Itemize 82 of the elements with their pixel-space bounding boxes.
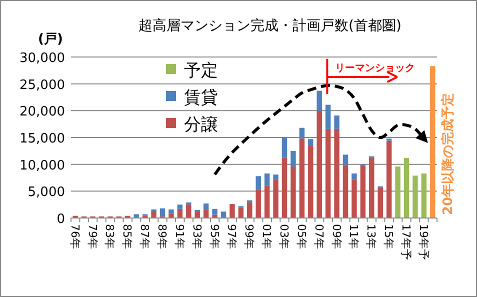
x-tick-label: 87年 xyxy=(138,224,152,249)
bar xyxy=(360,165,366,218)
x-tick-label: 09年 xyxy=(330,224,343,249)
legend-label: 予定 xyxy=(184,61,218,81)
bar xyxy=(256,190,261,218)
annotation: リーマンショック xyxy=(335,63,416,74)
y-tick-label: 25,000 xyxy=(20,78,65,93)
bar xyxy=(186,204,192,218)
bar xyxy=(282,138,288,158)
bar xyxy=(316,90,322,111)
bar xyxy=(212,208,218,215)
bar xyxy=(247,202,252,218)
bar xyxy=(186,202,192,205)
x-tick-label: 97年 xyxy=(225,224,238,249)
bar xyxy=(352,179,357,218)
bar xyxy=(194,212,200,218)
bar xyxy=(430,66,436,218)
bar xyxy=(308,139,314,146)
bar xyxy=(220,212,226,218)
legend-label: 賃貸 xyxy=(184,88,218,108)
bar xyxy=(342,154,348,166)
bar xyxy=(316,110,322,218)
y-tick-label: 20,000 xyxy=(20,104,65,120)
x-tick-label: 01年 xyxy=(260,224,274,249)
bar xyxy=(282,157,288,218)
bar xyxy=(308,146,314,218)
y-tick-label: 0 xyxy=(56,212,65,227)
x-tick-label: 83年 xyxy=(103,224,116,249)
bar xyxy=(264,173,270,186)
bar xyxy=(352,173,357,180)
x-tick-label: 15年 xyxy=(382,224,396,249)
bar xyxy=(334,128,340,218)
bar xyxy=(168,213,174,218)
bar xyxy=(325,128,331,218)
bar xyxy=(386,140,392,218)
y-tick-label: 15,000 xyxy=(20,132,65,146)
bar xyxy=(369,157,374,218)
chart-title: 超高層マンション完成・計画戸数(首都圏) xyxy=(138,18,402,34)
bar xyxy=(177,204,183,209)
bar xyxy=(273,174,278,180)
bar xyxy=(256,176,261,190)
x-tick-label: 89年 xyxy=(156,224,168,249)
bar xyxy=(290,150,296,166)
bar xyxy=(299,128,305,139)
x-tick-label: 11年 xyxy=(347,224,360,249)
text: 20年以降の完成予定 xyxy=(440,92,456,215)
x-tick-label: 95年 xyxy=(208,224,221,249)
x-tick-label: 91年 xyxy=(172,224,186,249)
x-tick-label: 03年 xyxy=(278,224,290,249)
x-tick-label: 05年 xyxy=(294,224,308,249)
bar xyxy=(342,165,348,218)
y-tick-label: 30,000 xyxy=(20,51,65,66)
bar xyxy=(134,214,139,218)
bar xyxy=(404,158,410,218)
bar xyxy=(299,138,305,218)
bar xyxy=(395,166,400,218)
x-tick-label: 07年 xyxy=(312,224,326,249)
bar xyxy=(273,179,278,218)
bar xyxy=(421,173,427,218)
bar xyxy=(325,104,331,129)
y-tick-label: 5,000 xyxy=(28,185,65,200)
x-tick-label: 93年 xyxy=(190,224,204,249)
y-tick-label: 10,000 xyxy=(20,158,65,174)
x-tick-label: 13年 xyxy=(364,224,378,249)
bar xyxy=(230,204,235,218)
bar xyxy=(334,115,340,129)
bar xyxy=(264,185,270,218)
y-axis-title: (戸) xyxy=(38,32,63,47)
x-tick-label: 76年 xyxy=(68,224,82,249)
legend-label: 分譲 xyxy=(184,115,218,135)
x-tick-label: 85年 xyxy=(120,224,134,249)
bar xyxy=(412,176,418,218)
bar xyxy=(290,166,296,218)
bar xyxy=(160,208,166,216)
x-tick-label: 19年予 xyxy=(416,224,430,260)
bar xyxy=(168,209,174,214)
x-tick-label: 79年 xyxy=(86,224,99,249)
bar xyxy=(151,211,156,218)
x-tick-label: 99年 xyxy=(242,224,256,249)
bar xyxy=(378,187,383,218)
x-tick-label: 17年予 xyxy=(400,224,412,260)
bar xyxy=(203,204,209,210)
